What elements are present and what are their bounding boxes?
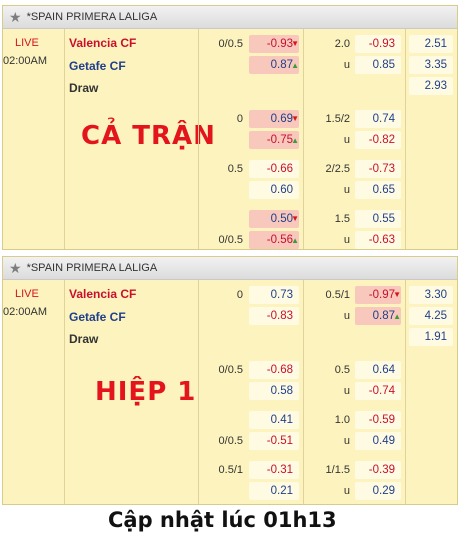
up-arrow-icon: ▲ [393, 312, 401, 321]
match-panel-fulltime: ★ *SPAIN PRIMERA LALIGA LIVE 02:00AM Val… [2, 5, 458, 250]
odds-cell[interactable]: 0.58 [249, 382, 299, 400]
odds-cell[interactable]: 0.60 [249, 181, 299, 199]
odds-cell[interactable]: 0.29 [355, 482, 401, 500]
away-team[interactable]: Getafe CF [69, 310, 126, 324]
update-time-caption: Cập nhật lúc 01h13 [108, 508, 337, 532]
odds-cell[interactable]: -0.56 ▲ [249, 231, 299, 249]
odds-cell[interactable]: 0.87 ▲ [249, 56, 299, 74]
odds-cell[interactable]: -0.75 ▲ [249, 131, 299, 149]
under-label: u [343, 134, 350, 146]
odds-cell[interactable]: -0.83 [249, 307, 299, 325]
down-arrow-icon: ▼ [393, 290, 401, 299]
column-divider [405, 29, 406, 249]
handicap-line: 0 [236, 289, 243, 301]
odds-cell[interactable]: -0.31 [249, 461, 299, 479]
total-line: 0.5 [334, 364, 350, 376]
handicap-line: 0/0.5 [218, 234, 243, 246]
down-arrow-icon: ▼ [291, 114, 299, 123]
time-column: LIVE 02:00AM [3, 29, 65, 249]
total-line: 1/1.5 [325, 464, 350, 476]
odds-cell[interactable]: 2.93 [409, 77, 453, 95]
total-line: 0.5/1 [325, 289, 350, 301]
under-label: u [343, 234, 350, 246]
home-team[interactable]: Valencia CF [69, 287, 137, 301]
odds-cell[interactable]: 4.25 [409, 307, 453, 325]
period-label: HIỆP 1 [95, 377, 197, 407]
under-label: u [343, 310, 350, 322]
odds-cell[interactable]: 0.50 ▼ [249, 210, 299, 228]
odds-cell[interactable]: 0.87 ▲ [355, 307, 401, 325]
handicap-line: 0/0.5 [218, 38, 243, 50]
live-status: LIVE [15, 288, 39, 300]
live-status: LIVE [15, 37, 39, 49]
odds-cell[interactable]: -0.51 [249, 432, 299, 450]
odds-cell[interactable]: 0.73 [249, 286, 299, 304]
down-arrow-icon: ▼ [291, 39, 299, 48]
column-divider [405, 280, 406, 504]
odds-cell[interactable]: -0.66 [249, 160, 299, 178]
total-line: 2.0 [334, 38, 350, 50]
odds-cell[interactable]: -0.97 ▼ [355, 286, 401, 304]
total-line: 2/2.5 [325, 163, 350, 175]
under-label: u [343, 385, 350, 397]
match-panel-firsthalf: ★ *SPAIN PRIMERA LALIGA LIVE 02:00AM Val… [2, 256, 458, 505]
under-label: u [343, 485, 350, 497]
league-header: ★ *SPAIN PRIMERA LALIGA [3, 6, 457, 29]
up-arrow-icon: ▲ [291, 236, 299, 245]
handicap-line: 0.5/1 [218, 464, 243, 476]
odds-cell[interactable]: 3.30 [409, 286, 453, 304]
odds-cell[interactable]: -0.74 [355, 382, 401, 400]
time-column: LIVE 02:00AM [3, 280, 65, 504]
under-label: u [343, 435, 350, 447]
odds-cell[interactable]: -0.63 [355, 231, 401, 249]
total-line: 1.0 [334, 414, 350, 426]
odds-cell[interactable]: 0.41 [249, 411, 299, 429]
league-name: *SPAIN PRIMERA LALIGA [26, 262, 158, 274]
odds-cell[interactable]: 0.65 [355, 181, 401, 199]
handicap-line: 0.5 [227, 163, 243, 175]
away-team[interactable]: Getafe CF [69, 59, 126, 73]
league-header: ★ *SPAIN PRIMERA LALIGA [3, 257, 457, 280]
down-arrow-icon: ▼ [291, 214, 299, 223]
under-label: u [343, 59, 350, 71]
draw-label: Draw [69, 332, 99, 346]
odds-cell[interactable]: 0.55 [355, 210, 401, 228]
odds-cell[interactable]: -0.73 [355, 160, 401, 178]
odds-cell[interactable]: 0.74 [355, 110, 401, 128]
handicap-line: 0/0.5 [218, 435, 243, 447]
odds-cell[interactable]: 0.69 ▼ [249, 110, 299, 128]
star-icon[interactable]: ★ [9, 9, 22, 25]
period-label: CẢ TRẬN [81, 121, 216, 151]
odds-cell[interactable]: -0.59 [355, 411, 401, 429]
draw-label: Draw [69, 81, 99, 95]
odds-cell[interactable]: 0.85 [355, 56, 401, 74]
odds-cell[interactable]: -0.39 [355, 461, 401, 479]
handicap-line: 0/0.5 [218, 364, 243, 376]
up-arrow-icon: ▲ [291, 61, 299, 70]
odds-cell[interactable]: 0.64 [355, 361, 401, 379]
total-line: 1.5 [334, 213, 350, 225]
odds-cell[interactable]: -0.68 [249, 361, 299, 379]
under-label: u [343, 184, 350, 196]
handicap-line: 0 [236, 113, 243, 125]
column-divider [198, 29, 199, 249]
odds-cell[interactable]: 2.51 [409, 35, 453, 53]
odds-cell[interactable]: -0.93 ▼ [249, 35, 299, 53]
kickoff-time: 02:00AM [3, 55, 48, 67]
up-arrow-icon: ▲ [291, 136, 299, 145]
total-line: 1.5/2 [325, 113, 350, 125]
column-divider [303, 29, 304, 249]
kickoff-time: 02:00AM [3, 306, 48, 318]
star-icon[interactable]: ★ [9, 260, 22, 276]
odds-cell[interactable]: -0.93 [355, 35, 401, 53]
odds-cell[interactable]: 0.21 [249, 482, 299, 500]
odds-cell[interactable]: 0.49 [355, 432, 401, 450]
odds-cell[interactable]: 3.35 [409, 56, 453, 74]
column-divider [303, 280, 304, 504]
league-name: *SPAIN PRIMERA LALIGA [26, 11, 158, 23]
odds-cell[interactable]: 1.91 [409, 328, 453, 346]
home-team[interactable]: Valencia CF [69, 36, 137, 50]
odds-cell[interactable]: -0.82 [355, 131, 401, 149]
column-divider [198, 280, 199, 504]
